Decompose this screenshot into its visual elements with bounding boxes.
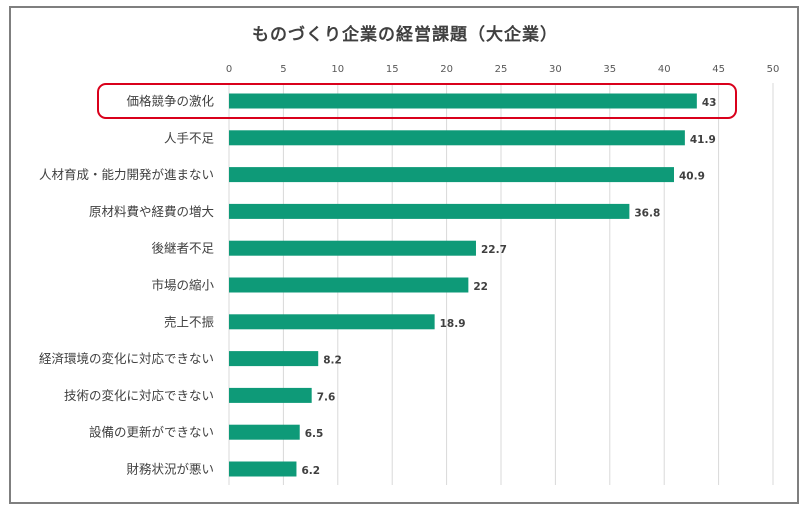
data-label: 18.9 (440, 318, 466, 330)
data-label: 40.9 (679, 171, 705, 183)
data-label: 7.6 (317, 391, 336, 403)
x-tick-label: 50 (767, 64, 780, 75)
x-tick-label: 30 (549, 64, 562, 75)
gridlines (228, 83, 774, 485)
category-label: 原材料費や経費の増大 (89, 204, 214, 219)
category-label: 市場の縮小 (151, 278, 214, 293)
category-label: 技術の変化に対応できない (64, 388, 214, 403)
x-axis-tick-labels: 0 5 10 15 20 25 30 35 40 45 50 (226, 64, 780, 75)
data-label: 22.7 (481, 244, 507, 256)
bar (229, 387, 312, 403)
x-tick-label: 15 (386, 64, 399, 75)
x-tick-label: 10 (331, 64, 344, 75)
category-label: 経済環境の変化に対応できない (39, 351, 214, 366)
bar (229, 314, 435, 330)
x-tick-label: 0 (226, 64, 232, 75)
bar (229, 277, 469, 293)
x-tick-label: 20 (440, 64, 453, 75)
highlight-layer (97, 83, 737, 119)
bar (229, 130, 685, 146)
bar (229, 167, 674, 183)
bar (229, 424, 300, 440)
data-label: 22 (473, 281, 488, 293)
bars (229, 93, 697, 477)
x-tick-label: 25 (495, 64, 508, 75)
chart-title: ものづくり企業の経営課題（大企業） (252, 25, 558, 45)
bar (229, 203, 630, 219)
x-tick-label: 45 (712, 64, 725, 75)
category-label: 設備の更新ができない (89, 425, 214, 440)
x-tick-label: 40 (658, 64, 671, 75)
category-label: 価格競争の激化 (126, 94, 214, 109)
bar (229, 461, 297, 477)
data-label: 6.2 (301, 465, 320, 477)
category-label: 後継者不足 (151, 241, 214, 256)
data-label: 6.5 (305, 428, 324, 440)
data-label: 8.2 (323, 355, 342, 367)
highlight-box (97, 83, 737, 119)
bar (229, 93, 697, 109)
category-label: 人材育成・能力開発が進まない (39, 167, 214, 182)
category-label: 売上不振 (164, 314, 215, 329)
data-labels: 43 41.9 40.9 36.8 22.7 22 18.9 8.2 7.6 6.5 6.2 (301, 97, 716, 477)
data-label: 41.9 (690, 134, 716, 146)
category-label: 人手不足 (164, 130, 215, 145)
data-label: 43 (702, 97, 717, 109)
bar (229, 351, 319, 367)
bar (229, 240, 476, 256)
x-tick-label: 35 (603, 64, 616, 75)
data-label: 36.8 (634, 207, 660, 219)
category-labels: 価格競争の激化人手不足人材育成・能力開発が進まない原材料費や経費の増大後継者不足… (39, 94, 215, 477)
category-label: 財務状況が悪い (126, 462, 214, 477)
x-tick-label: 5 (280, 64, 286, 75)
